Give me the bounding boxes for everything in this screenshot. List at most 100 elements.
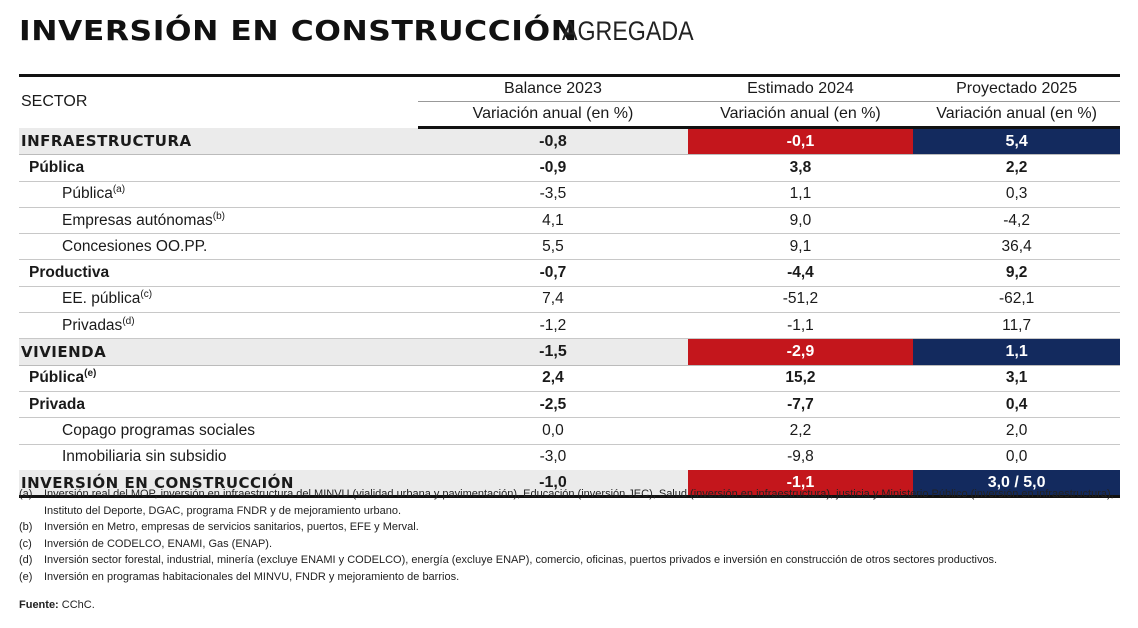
table-row: Copago programas sociales 0,0 2,2 2,0 — [19, 417, 1120, 445]
value-cell: -7,7 — [687, 391, 914, 419]
value-cell: 5,4 — [913, 127, 1120, 156]
value-cell: -0,8 — [418, 127, 688, 156]
footnote-ref: (c) — [140, 289, 153, 301]
row-label-cell: Empresas autónomas(b) — [19, 207, 419, 235]
column-title: Estimado 2024 — [687, 74, 914, 102]
table-row: EE. pública(c) 7,4 -51,2 -62,1 — [19, 286, 1120, 314]
row-label-cell: Productiva — [19, 259, 419, 287]
value-cell: -4,4 — [687, 259, 914, 287]
value-cell: 9,2 — [913, 259, 1120, 287]
footnote: (d) Inversión sector forestal, industrial… — [19, 552, 1119, 569]
row-label: Empresas autónomas — [62, 211, 213, 229]
value-cell: -3,0 — [539, 448, 567, 466]
footnote: (e) Inversión en programas habitacionales… — [19, 569, 1119, 586]
row-label-cell: Pública — [19, 154, 419, 182]
row-label-cell: Concesiones OO.PP. — [19, 233, 419, 261]
footnotes: (a) Inversión real del MOP, inversión en … — [19, 486, 1119, 586]
page-title: INVERSIÓN EN CONSTRUCCIÓNAGREGADA — [19, 14, 715, 58]
value-cell: 0,0 — [418, 417, 688, 445]
footnote-ref: (d) — [122, 315, 135, 327]
footnote-text: Inversión en Metro, empresas de servicio… — [44, 521, 419, 534]
footnote-text: Inversión real del MOP, inversión en inf… — [44, 488, 1114, 517]
row-label-cell: Privadas(d) — [19, 312, 419, 340]
value-cell: -0,9 — [418, 154, 688, 182]
table-row: Privada -2,5 -7,7 0,4 — [19, 391, 1120, 419]
value-cell: 9,1 — [687, 233, 914, 261]
row-label-cell: INFRAESTRUCTURA — [19, 127, 419, 156]
footnote-key: (d) — [19, 554, 33, 567]
table-subheader-row: Variación anual (en %) Variación anual (… — [19, 101, 1120, 129]
value-cell: 15,2 — [687, 365, 914, 392]
table-row: Inmobiliaria sin subsidio -3,0 -9,8 0,0 — [19, 444, 1120, 470]
value-cell: 3,1 — [913, 365, 1120, 392]
value-cell: -4,2 — [913, 207, 1120, 235]
row-label: VIVIENDA — [21, 343, 107, 362]
value-cell: -0,7 — [418, 259, 688, 287]
value-cell: -2,9 — [687, 338, 914, 366]
value-cell: 7,4 — [418, 286, 688, 314]
value-cell: -3,5 — [418, 181, 688, 208]
footnote: (c) Inversión de CODELCO, ENAMI, Gas (ENA… — [19, 536, 1119, 553]
footnote-text: Inversión en programas habitacionales de… — [44, 570, 460, 583]
footnote-key: (a) — [19, 488, 33, 500]
footnote: (b) Inversión en Metro, empresas de servi… — [19, 519, 1119, 536]
row-label: INFRAESTRUCTURA — [21, 131, 192, 150]
footnote-key: (e) — [19, 570, 33, 583]
value-cell: 5,5 — [418, 233, 688, 261]
row-label-cell: Copago programas sociales — [19, 417, 419, 445]
value-cell: 3,0 / 5,0 — [913, 469, 1120, 499]
row-label: Privadas — [62, 316, 123, 334]
row-label: EE. pública — [62, 290, 141, 308]
row-label-cell: Inmobiliaria sin subsidio — [19, 444, 418, 470]
footnote-text: Inversión de CODELCO, ENAMI, Gas (ENAP). — [44, 537, 273, 550]
table-row: Pública -0,9 3,8 2,2 — [19, 154, 1120, 182]
value-cell: 1,1 — [913, 338, 1120, 366]
value-cell: -1,1 — [687, 469, 914, 499]
value-cell: 2,0 — [913, 417, 1120, 445]
footnote-key: (b) — [19, 521, 33, 534]
value-cell: 0,0 — [1005, 448, 1028, 466]
value-cell: -1,0 — [418, 469, 688, 499]
value-cell: 9,0 — [687, 207, 914, 235]
title-sub: AGREGADA — [561, 16, 694, 46]
row-label: Concesiones OO.PP. — [62, 237, 208, 255]
value-cell: -1,2 — [418, 312, 688, 340]
summary-row: VIVIENDA -1,5 -2,9 1,1 — [19, 338, 1120, 366]
sector-header: SECTOR — [19, 74, 419, 128]
table-row: Pública(a) -3,5 1,1 0,3 — [19, 181, 1120, 208]
row-label: Pública — [29, 158, 85, 176]
value-cell: 36,4 — [913, 233, 1120, 261]
source-text: CChC. — [61, 599, 95, 611]
table-row: Pública(e) 2,4 15,2 3,1 — [19, 365, 1120, 392]
value-cell: 3,8 — [687, 154, 914, 182]
value-cell: 0,3 — [913, 181, 1120, 208]
footnote-text: Inversión sector forestal, industrial, m… — [44, 554, 998, 567]
footnote-key: (c) — [19, 537, 32, 550]
row-label: Inmobiliaria sin subsidio — [62, 448, 227, 466]
value-cell: 0,4 — [913, 391, 1120, 419]
table-body: INFRAESTRUCTURA -0,8 -0,1 5,4 Pública -0,9 3,8… — [19, 127, 1120, 499]
row-label: Productiva — [29, 264, 110, 282]
row-label: Pública — [29, 369, 85, 387]
source-label: Fuente: — [19, 599, 59, 611]
row-label-cell: Pública(a) — [19, 181, 419, 208]
column-title: Proyectado 2025 — [913, 74, 1120, 102]
row-label-cell: Pública(e) — [19, 365, 419, 392]
investment-table: SECTOR Balance 2023 Estimado 2024 Proyec… — [19, 74, 1120, 499]
column-subtitle: Variación anual (en %) — [687, 101, 914, 129]
value-cell: -0,1 — [687, 127, 914, 156]
table-header-row: SECTOR Balance 2023 Estimado 2024 Proyec… — [19, 74, 1120, 128]
row-label: INVERSIÓN EN CONSTRUCCIÓN — [21, 473, 294, 492]
row-label: Privada — [29, 395, 86, 413]
value-cell: 11,7 — [913, 312, 1120, 340]
footnote-ref: (b) — [212, 210, 226, 222]
row-label-cell: INVERSIÓN EN CONSTRUCCIÓN — [19, 469, 419, 499]
title-main: INVERSIÓN EN CONSTRUCCIÓN — [19, 14, 578, 47]
summary-row: INVERSIÓN EN CONSTRUCCIÓN -1,0 -1,1 3,0 / 5… — [19, 469, 1120, 499]
table-row: Concesiones OO.PP. 5,5 9,1 36,4 — [19, 233, 1120, 261]
row-label-cell: Privada — [19, 391, 419, 419]
row-label: Pública — [62, 185, 113, 203]
value-cell: -9,8 — [787, 448, 814, 466]
value-cell: -1,5 — [418, 338, 688, 366]
value-cell: -2,5 — [418, 391, 688, 419]
